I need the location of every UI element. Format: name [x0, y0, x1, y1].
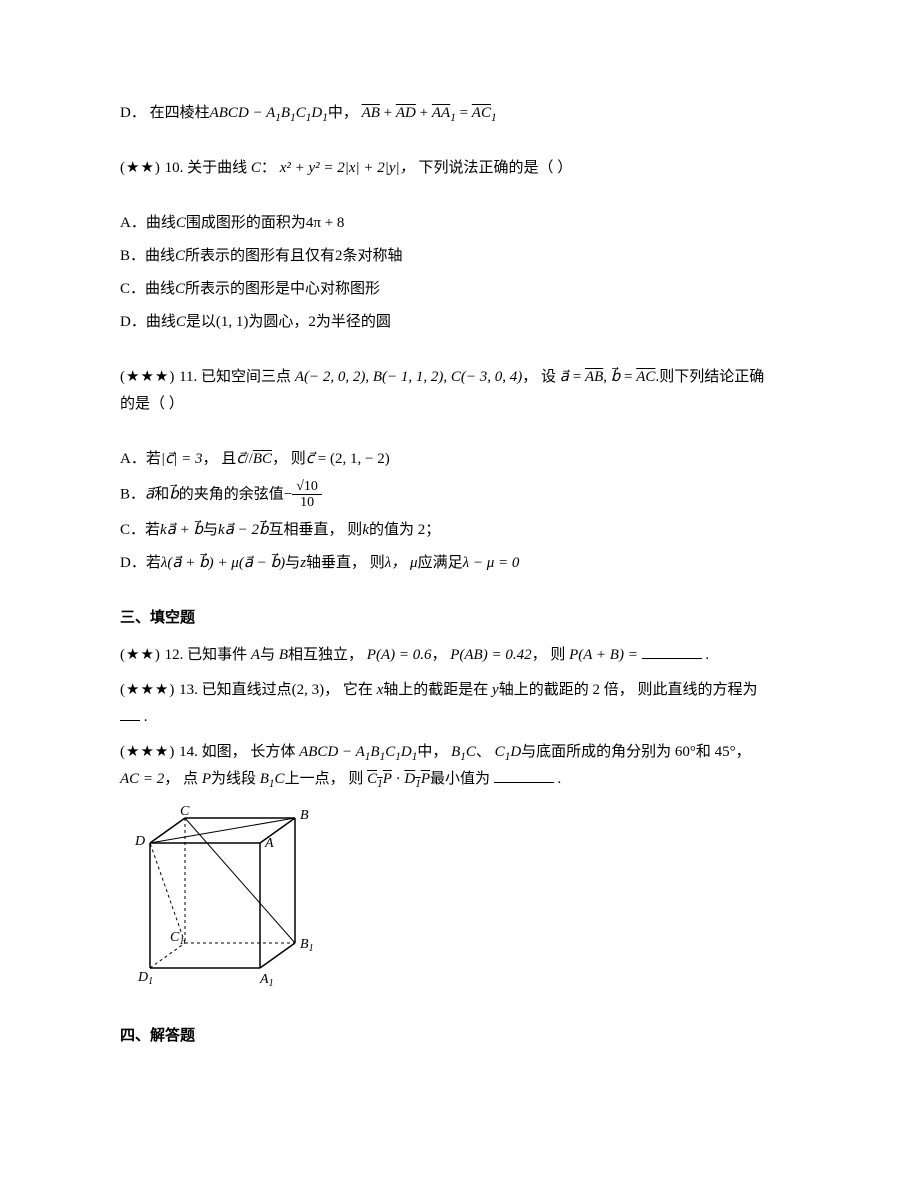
difficulty-stars: (★★)	[120, 647, 161, 663]
label-A: A	[264, 836, 274, 851]
question-number: 11.	[179, 369, 197, 385]
label-D: D	[134, 834, 145, 849]
section-4-title: 四、解答题	[120, 1023, 810, 1050]
option-D: D．若λ(a⃗ + b⃗) + μ(a⃗ − b⃗)与z轴垂直， 则λ， μ应满…	[120, 550, 810, 577]
question-stem: (★★★) 11. 已知空间三点 A(− 2, 0, 2), B(− 1, 1,…	[120, 364, 810, 391]
question-stem: (★★) 10. 关于曲线 C： x² + y² = 2|x| + 2|y|， …	[120, 155, 810, 182]
question-13: (★★★) 13. 已知直线过点(2, 3)， 它在 x轴上的截距是在 y轴上的…	[120, 677, 810, 731]
vector-D1P: D1P	[404, 771, 430, 787]
option-A: A．曲线C围成图形的面积为4π + 8	[120, 210, 810, 237]
option-A: A．若|c⃗| = 3， 且c⃗//BC， 则c⃗ = (2, 1, − 2)	[120, 446, 810, 473]
label-A1: A1	[259, 972, 274, 989]
label-C: C	[180, 804, 190, 819]
answer-blank	[120, 706, 140, 721]
option-B: B．曲线C所表示的图形有且仅有2条对称轴	[120, 243, 810, 270]
equation: x² + y² = 2|x| + 2|y|，	[280, 160, 415, 176]
section-3-title: 三、填空题	[120, 605, 810, 632]
question-number: 13.	[179, 682, 198, 698]
option-D: D．曲线C是以(1, 1)为圆心，2为半径的圆	[120, 309, 810, 336]
question-10: (★★) 10. 关于曲线 C： x² + y² = 2|x| + 2|y|， …	[120, 155, 810, 182]
question-14: (★★★) 14. 如图， 长方体 ABCD − A1B1C1D1中， B1C、…	[120, 739, 810, 793]
fraction: √1010	[292, 479, 322, 511]
text: 中，	[328, 105, 358, 121]
cuboid-svg: C B D A C1 B1 D1 A1	[120, 803, 340, 998]
answer-blank	[642, 644, 702, 659]
prism-name: ABCD − A1B1C1D1	[210, 105, 328, 121]
question-12: (★★) 12. 已知事件 A与 B相互独立， P(A) = 0.6， P(AB…	[120, 642, 810, 669]
question-number: 12.	[165, 647, 184, 663]
vector-AA1: AA	[432, 105, 450, 121]
vector-C1P: C1P	[367, 771, 392, 787]
question-11: (★★★) 11. 已知空间三点 A(− 2, 0, 2), B(− 1, 1,…	[120, 364, 810, 418]
vector-b: b⃗	[611, 369, 621, 385]
option-C: C．曲线C所表示的图形是中心对称图形	[120, 276, 810, 303]
answer-blank	[494, 768, 554, 783]
question-number: 10.	[165, 160, 184, 176]
question-10-options: A．曲线C围成图形的面积为4π + 8 B．曲线C所表示的图形有且仅有2条对称轴…	[120, 210, 810, 336]
cuboid-name: ABCD − A1B1C1D1	[299, 744, 417, 760]
vector-a: a⃗	[560, 369, 569, 385]
option-C: C．若ka⃗ + b⃗与ka⃗ − 2b⃗互相垂直， 则k的值为 2；	[120, 517, 810, 544]
label-C1: C1	[170, 930, 184, 947]
vector-AD: AD	[396, 105, 416, 121]
question-stem-2: 的是（ ）	[120, 391, 810, 418]
difficulty-stars: (★★★)	[120, 744, 175, 760]
vector-AB: AB	[362, 105, 380, 121]
question-11-options: A．若|c⃗| = 3， 且c⃗//BC， 则c⃗ = (2, 1, − 2) …	[120, 446, 810, 577]
difficulty-stars: (★★★)	[120, 369, 175, 385]
label-B1: B1	[300, 937, 314, 954]
option-label: D．	[120, 105, 146, 121]
option-9d: D． 在四棱柱ABCD − A1B1C1D1中， AB + AD + AA1 =…	[120, 100, 810, 127]
label-B: B	[300, 808, 309, 823]
text: 在四棱柱	[150, 105, 210, 121]
label-D1: D1	[137, 970, 153, 987]
cuboid-figure: C B D A C1 B1 D1 A1	[120, 803, 810, 1008]
difficulty-stars: (★★)	[120, 160, 161, 176]
question-number: 14.	[179, 744, 198, 760]
vector-AC1: AC	[472, 105, 491, 121]
difficulty-stars: (★★★)	[120, 682, 175, 698]
option-B: B．a⃗和b⃗的夹角的余弦值−√1010	[120, 479, 810, 511]
